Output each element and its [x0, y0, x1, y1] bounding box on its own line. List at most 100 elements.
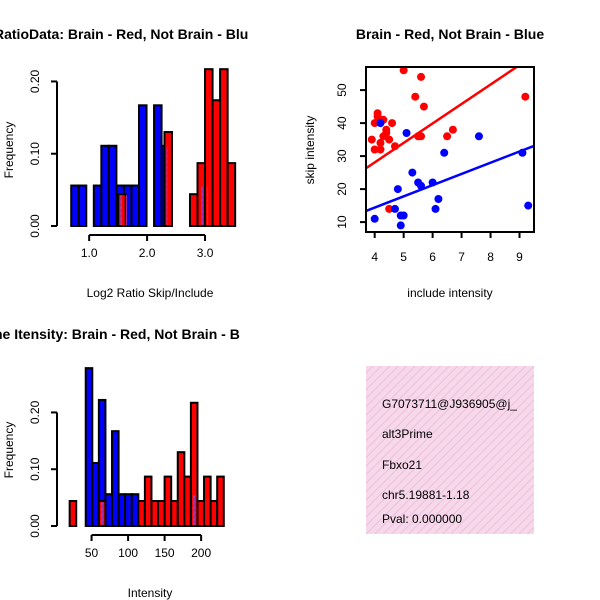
info-gene-name: Fbxo21 — [382, 458, 422, 472]
scatter-point-brain — [373, 112, 382, 121]
y-tick-label: 0.00 — [28, 214, 42, 238]
y-tick-label: 0.10 — [28, 457, 42, 481]
histogram-bar-not-brain — [77, 184, 88, 227]
intensity-histogram-bars — [68, 367, 225, 528]
histogram-bar-not-brain — [137, 104, 148, 227]
scatter-point-not-brain — [524, 201, 533, 210]
histogram-bar-overlap — [120, 195, 122, 225]
scatter-point-brain — [385, 204, 394, 213]
scatter-clip-group — [366, 67, 534, 230]
intensity-histogram-panel: ne Itensity: Brain - Red, Not Brain - B … — [0, 326, 240, 600]
x-tick-label: 200 — [191, 546, 211, 560]
scatter-point-brain — [370, 119, 379, 128]
info-location: chr5.19881-1.18 — [382, 488, 470, 502]
histogram-bar-overlap — [166, 146, 168, 225]
histogram-bar-brain — [189, 401, 199, 527]
scatter-point-brain — [521, 92, 530, 101]
scatter-point-not-brain — [417, 181, 426, 190]
histogram-bar-overlap — [207, 186, 209, 225]
ratio-histogram-panel: RatioData: Brain - Red, Not Brain - Blu … — [0, 26, 248, 300]
ratio-histogram-ylabel: Frequency — [2, 122, 16, 179]
scatter-point-brain — [388, 119, 397, 128]
scatter-point-not-brain — [408, 168, 417, 177]
scatter-point-not-brain — [399, 211, 408, 220]
scatter-axes: 4 5 6 7 8 9 10 20 30 40 50 — [335, 66, 535, 264]
x-tick-label: 150 — [155, 546, 175, 560]
x-tick-label: 7 — [458, 250, 465, 264]
y-tick-label: 20 — [335, 182, 349, 196]
ratio-histogram-title: RatioData: Brain - Red, Not Brain - Blu — [0, 26, 248, 42]
info-probe-id: G7073711@J936905@j_ — [382, 397, 517, 411]
fit-line-not-brain — [366, 144, 534, 213]
histogram-bar-brain — [68, 500, 78, 527]
histogram-bar-not-brain — [130, 184, 140, 227]
intensity-histogram-title: ne Itensity: Brain - Red, Not Brain - B — [0, 326, 240, 342]
scatter-point-not-brain — [370, 214, 379, 223]
histogram-bar-brain — [226, 162, 237, 227]
y-tick-label: 40 — [335, 116, 349, 130]
y-tick-label: 0.20 — [28, 400, 42, 424]
scatter-point-not-brain — [396, 221, 405, 230]
x-tick-label: 5 — [400, 250, 407, 264]
scatter-title: Brain - Red, Not Brain - Blue — [356, 26, 544, 42]
y-tick-label: 10 — [335, 215, 349, 229]
scatter-point-not-brain — [393, 185, 402, 194]
scatter-point-not-brain — [518, 148, 527, 157]
y-tick-label: 0.00 — [28, 514, 42, 538]
x-tick-label: 50 — [85, 546, 99, 560]
histogram-bar-not-brain — [107, 144, 118, 227]
scatter-point-not-brain — [428, 178, 437, 187]
scatter-point-brain — [376, 138, 385, 147]
info-panel-background — [366, 366, 534, 534]
y-tick-label: 30 — [335, 149, 349, 163]
histogram-bar-not-brain — [84, 367, 94, 527]
scatter-ylabel: skip intensity — [303, 116, 317, 185]
histogram-bar-not-brain — [153, 104, 163, 227]
x-tick-label: 4 — [371, 250, 378, 264]
scatter-point-brain — [385, 135, 394, 144]
scatter-point-brain — [367, 135, 376, 144]
histogram-bar-brain — [211, 99, 222, 227]
y-tick-label: 0.20 — [28, 69, 42, 93]
scatter-point-brain — [382, 129, 391, 137]
scatter-point-brain — [419, 102, 428, 111]
histogram-bar-overlap — [192, 495, 196, 525]
intensity-histogram-axes: 50 100 150 200 0.00 0.10 0.20 — [28, 400, 211, 560]
intensity-histogram-xlabel: Intensity — [128, 586, 173, 600]
info-pval: Pval: 0.000000 — [382, 512, 462, 526]
info-event-type: alt3Prime — [382, 427, 433, 441]
intensity-histogram-ylabel: Frequency — [2, 422, 16, 479]
histogram-bar-not-brain — [70, 184, 80, 227]
scatter-point-brain — [411, 92, 420, 101]
histogram-bar-brain — [204, 68, 214, 227]
scatter-frame — [365, 66, 535, 233]
ratio-histogram-bars — [70, 68, 237, 227]
scatter-point-not-brain — [434, 195, 443, 203]
x-tick-label: 3.0 — [197, 246, 214, 260]
scatter-point-not-brain — [402, 129, 411, 137]
scatter-point-not-brain — [440, 148, 449, 157]
x-tick-label: 1.0 — [81, 246, 98, 260]
scatter-point-brain — [399, 67, 408, 75]
histogram-bar-brain — [219, 68, 229, 227]
histogram-bar-not-brain — [100, 144, 110, 227]
scatter-point-not-brain — [390, 204, 399, 213]
scatter-point-brain — [390, 142, 399, 151]
histogram-bar-overlap — [100, 502, 104, 525]
scatter-point-brain — [443, 132, 452, 141]
x-tick-label: 8 — [487, 250, 494, 264]
scatter-point-not-brain — [474, 132, 483, 141]
histogram-bar-brain — [163, 131, 174, 227]
x-tick-label: 6 — [429, 250, 436, 264]
scatter-point-not-brain — [376, 119, 385, 128]
histogram-bar-not-brain — [92, 184, 103, 227]
scatter-panel: Brain - Red, Not Brain - Blue include in… — [303, 26, 544, 300]
fit-line-brain — [366, 67, 519, 170]
scatter-point-brain — [448, 125, 457, 134]
histogram-bar-overlap — [201, 186, 204, 225]
scatter-plot-area — [366, 67, 534, 230]
y-tick-label: 0.10 — [28, 142, 42, 166]
scatter-point-brain — [417, 72, 426, 81]
histogram-bar-brain — [188, 193, 199, 227]
histogram-bar-not-brain — [111, 430, 120, 527]
